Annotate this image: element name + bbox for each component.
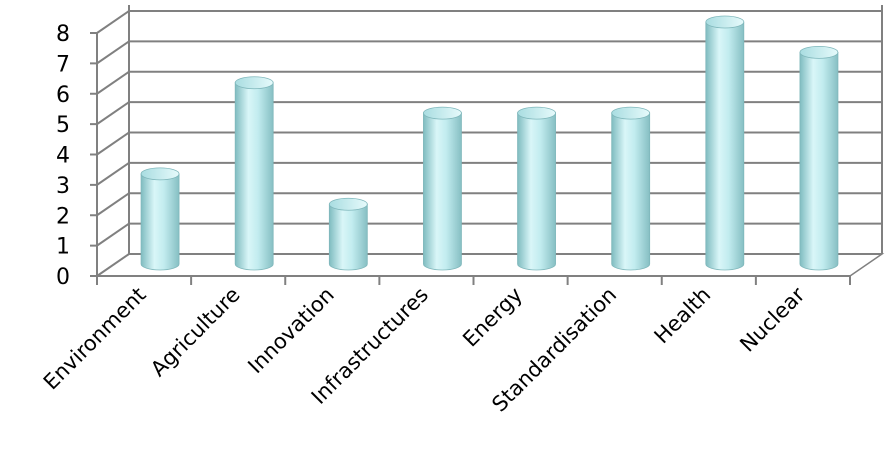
bar-nuclear [799,45,839,271]
bar-energy [517,106,556,271]
x-tick-label: Innovation [243,283,339,379]
y-tick-label: 2 [56,204,70,229]
grid [94,5,885,277]
y-tick-label: 0 [56,265,70,290]
bar-innovation [328,197,368,271]
gridline-side [96,101,130,125]
gridline-side [96,131,130,156]
bar-agriculture [234,76,274,271]
y-tick-label: 6 [56,83,70,108]
x-tick-label: Energy [458,283,527,352]
bar-top [799,45,839,59]
bar-environment [140,167,180,271]
bars [140,15,839,271]
y-tick-label: 5 [56,113,70,138]
gridline-side [96,222,130,247]
y-axis [90,32,98,277]
gridline-side [96,253,130,277]
x-axis [96,275,851,285]
bar-body [517,112,556,271]
y-tick-label: 1 [56,235,70,260]
bar-top [517,106,556,120]
y-tick-label: 3 [56,174,70,199]
y-tick-label: 7 [56,52,70,77]
y-tick-labels: 0 1 2 3 4 5 6 7 8 [56,22,70,290]
gridline-side [96,70,130,95]
x-tick-labels: EnvironmentAgricultureInnovationInfrastr… [39,282,810,416]
x-tick-label: Nuclear [735,282,809,356]
bar-body [423,112,462,271]
bar-body [799,51,839,271]
y-tick-label: 8 [56,22,70,47]
x-tick-label: Environment [39,283,151,395]
chart-floor [94,253,885,277]
gridline-side [96,10,130,34]
bar-top [611,106,651,120]
gridline-side [96,40,130,65]
bar-body [328,203,368,271]
bar-top [234,76,274,90]
y-tick-label: 4 [56,144,70,169]
gridline-side [96,192,130,217]
bar-body [140,173,180,271]
bar-health [705,15,745,271]
bar-top [140,167,180,181]
bar-body [611,112,651,271]
gridline-side [96,162,130,186]
bar-body [234,82,274,271]
bar-top [328,197,368,211]
x-tick-label: Agriculture [146,283,245,382]
bar-infrastructures [423,106,462,271]
x-tick-label: Health [650,283,716,349]
bar-standardisation [611,106,651,271]
bar-body [705,21,745,271]
bar-top [423,106,462,120]
bar-top [705,15,745,29]
